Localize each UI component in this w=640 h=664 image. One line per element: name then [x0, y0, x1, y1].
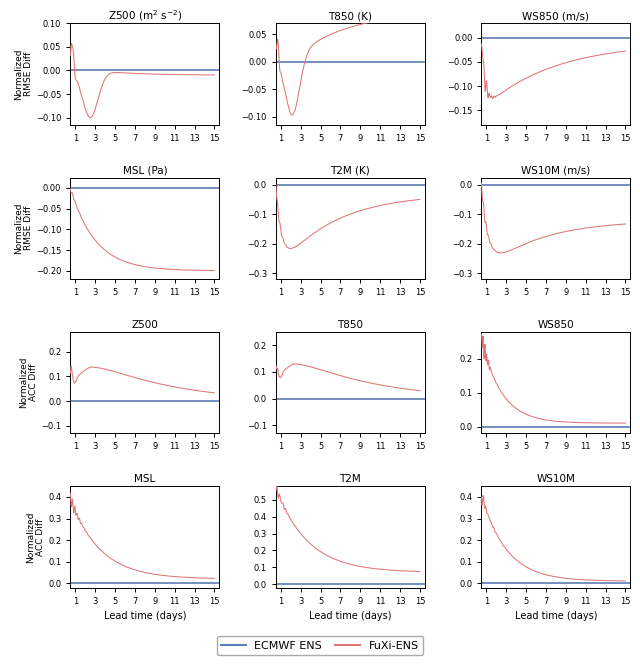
X-axis label: Lead time (days): Lead time (days): [309, 612, 392, 622]
Title: T850: T850: [337, 319, 364, 329]
Title: WS10M: WS10M: [536, 474, 575, 484]
Title: WS850 (m/s): WS850 (m/s): [522, 11, 589, 21]
Title: T2M (K): T2M (K): [330, 165, 371, 175]
Y-axis label: Normalized
ACC Diff: Normalized ACC Diff: [19, 357, 38, 408]
Legend: ECMWF ENS, FuXi-ENS: ECMWF ENS, FuXi-ENS: [216, 636, 424, 655]
X-axis label: Lead time (days): Lead time (days): [515, 612, 597, 622]
Title: WS850: WS850: [538, 319, 574, 329]
Title: Z500 (m$^2$ s$^{-2}$): Z500 (m$^2$ s$^{-2}$): [108, 8, 182, 23]
Title: WS10M (m/s): WS10M (m/s): [522, 165, 591, 175]
Title: MSL: MSL: [134, 474, 156, 484]
Title: T850 (K): T850 (K): [328, 11, 372, 21]
Y-axis label: Normalized
RMSE Diff: Normalized RMSE Diff: [14, 203, 33, 254]
Y-axis label: Normalized
ACC Diff: Normalized ACC Diff: [26, 511, 45, 562]
Title: Z500: Z500: [131, 319, 158, 329]
Title: MSL (Pa): MSL (Pa): [122, 165, 167, 175]
Y-axis label: Normalized
RMSE Diff: Normalized RMSE Diff: [14, 48, 33, 100]
X-axis label: Lead time (days): Lead time (days): [104, 612, 186, 622]
Title: T2M: T2M: [340, 474, 361, 484]
